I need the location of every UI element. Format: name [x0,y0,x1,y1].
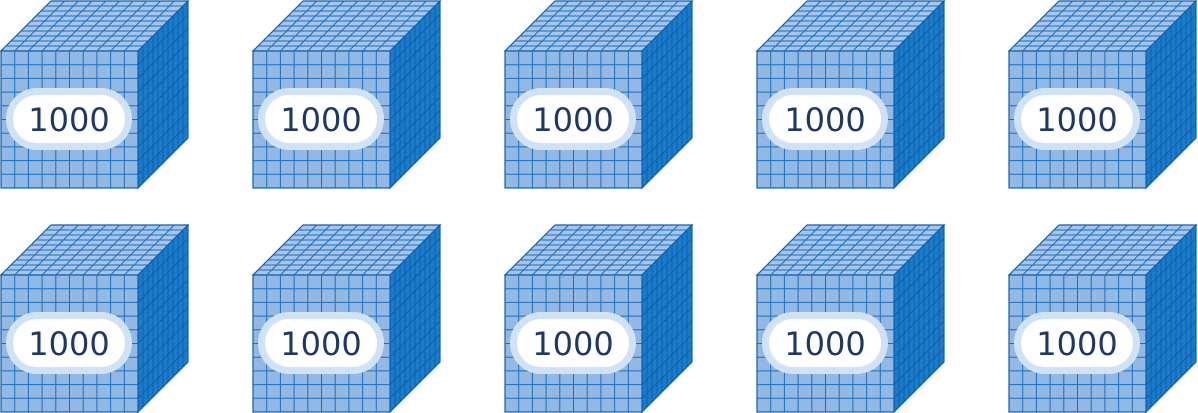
cube-label: 1000 [532,325,613,363]
cube-label-pill [769,95,881,143]
cube-label-pill [13,319,125,367]
thousand-cube: 1000 [0,223,190,413]
cube-label: 1000 [1036,325,1117,363]
cube-label-pill [265,95,377,143]
cube-label-pill [1021,319,1133,367]
cube-label-pill [769,319,881,367]
cube-label: 1000 [280,101,361,139]
cube-label-pill [13,95,125,143]
cube-label: 1000 [28,101,109,139]
thousand-cube: 1000 [755,223,946,413]
cube-label: 1000 [784,325,865,363]
thousand-cube: 1000 [1007,223,1198,413]
thousand-cube: 1000 [1007,0,1198,190]
thousand-cube: 1000 [0,0,190,190]
cube-label-pill [517,319,629,367]
thousand-cube: 1000 [755,0,946,190]
thousand-cube: 1000 [503,0,694,190]
cube-label-pill [1021,95,1133,143]
cube-label: 1000 [1036,101,1117,139]
thousand-cube: 1000 [251,0,442,190]
cube-label: 1000 [784,101,865,139]
thousand-cube: 1000 [503,223,694,413]
cube-label: 1000 [28,325,109,363]
thousand-cube: 1000 [251,223,442,413]
cube-label: 1000 [280,325,361,363]
cube-label: 1000 [532,101,613,139]
cube-label-pill [265,319,377,367]
cube-label-pill [517,95,629,143]
